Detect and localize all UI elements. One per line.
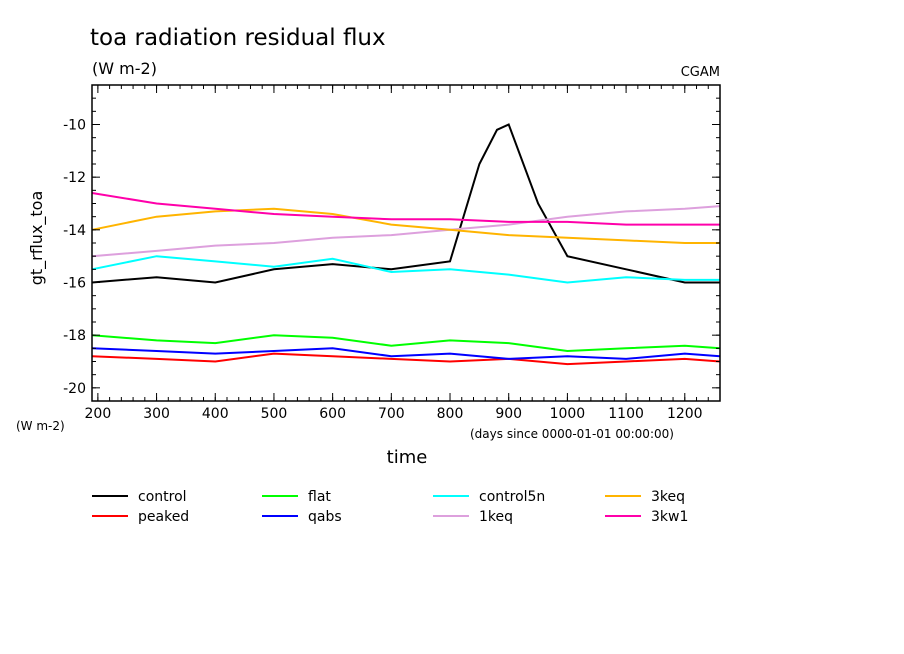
x-tick-label: 1200 <box>667 406 703 422</box>
chart-title: toa radiation residual flux <box>90 25 386 51</box>
legend-label: 3kw1 <box>651 509 688 525</box>
y-axis-label: gt_rflux_toa <box>27 191 47 286</box>
y-unit-label: (W m-2) <box>16 419 65 433</box>
x-tick-label: 1000 <box>550 406 586 422</box>
legend-label: peaked <box>138 509 189 525</box>
series-line-flat <box>91 334 721 353</box>
series-line-peaked <box>91 352 721 366</box>
legend-label: control <box>138 489 187 505</box>
x-tick-label: 700 <box>378 406 405 422</box>
x-tick-label: 900 <box>495 406 522 422</box>
x-unit-label: (days since 0000-01-01 00:00:00) <box>470 427 674 441</box>
legend: control peaked flat qabs control5n 1keq 3keq 3k… <box>92 489 688 525</box>
x-tick-label: 600 <box>319 406 346 422</box>
legend-label: flat <box>308 489 331 505</box>
y-tick-label: -18 <box>63 328 86 344</box>
legend-label: 1keq <box>479 509 513 525</box>
x-tick-label: 300 <box>143 406 170 422</box>
y-tick-label: -12 <box>63 170 86 186</box>
legend-label: control5n <box>479 489 545 505</box>
x-ticks: 200 300 400 500 600 700 800 900 1000 1100 1200 <box>85 85 721 422</box>
x-tick-label: 1100 <box>608 406 644 422</box>
series-line-control <box>91 123 720 284</box>
y-tick-label: -16 <box>63 276 86 292</box>
x-tick-label: 200 <box>85 406 112 422</box>
y-ticks: -20 -18 -16 -14 -12 -10 <box>63 84 720 402</box>
series-line-control5n <box>91 255 720 284</box>
x-tick-label: 500 <box>261 406 288 422</box>
series-line-3keq <box>91 207 720 244</box>
plot-lines <box>91 123 721 366</box>
legend-label: qabs <box>308 509 342 525</box>
y-tick-label: -10 <box>63 118 86 134</box>
legend-label: 3keq <box>651 489 685 505</box>
chart-units: (W m-2) <box>92 59 157 78</box>
x-tick-label: 800 <box>437 406 464 422</box>
source-label: CGAM <box>681 65 720 80</box>
y-tick-label: -14 <box>63 223 86 239</box>
x-tick-label: 400 <box>202 406 229 422</box>
series-line-1keq <box>91 205 721 258</box>
x-axis-label: time <box>387 447 428 468</box>
series-line-qabs <box>91 347 721 360</box>
series-line-3kw1 <box>91 192 720 226</box>
y-tick-label: -20 <box>63 381 86 397</box>
plot-frame <box>91 84 721 402</box>
